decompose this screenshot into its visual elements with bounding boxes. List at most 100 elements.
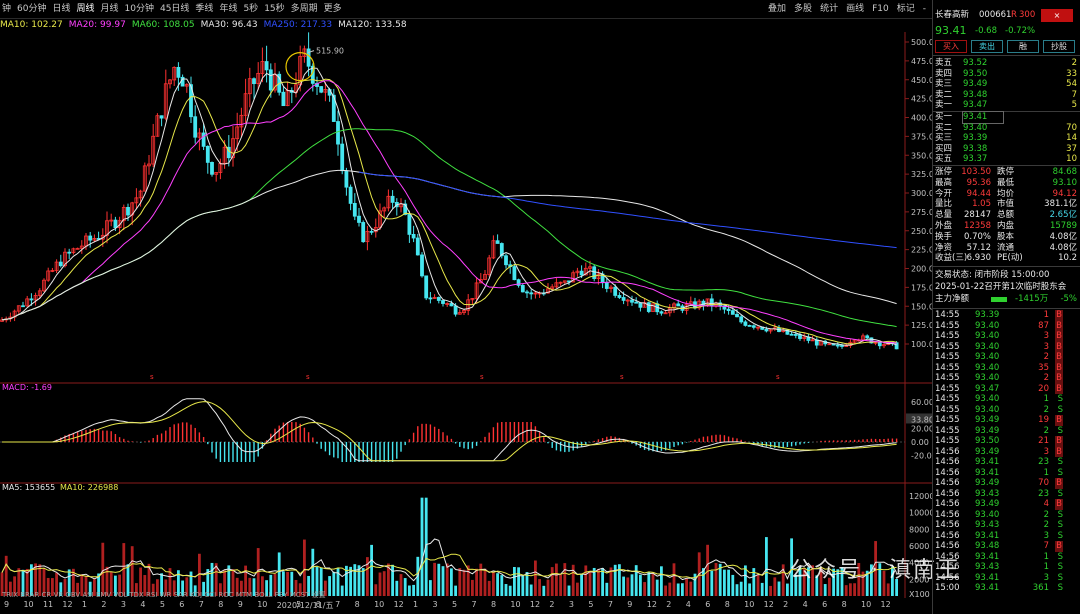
chart-tool-buttons: 叠加 多股 统计 画线 F10 标记 - — [760, 0, 926, 18]
tick-side: B — [1055, 499, 1063, 510]
macd-dif-line — [2, 398, 897, 462]
candle-body — [222, 146, 227, 164]
price-axis-label: 425.0 — [911, 95, 932, 104]
ma-legend-item: MA120: 133.58 — [338, 20, 407, 30]
volume-bar — [479, 563, 483, 596]
volume-bar — [450, 568, 453, 596]
tick-time: 14:56 — [935, 562, 960, 572]
tick-row: 14:56 93.43 2 S — [935, 520, 1079, 531]
candle-body — [613, 286, 618, 296]
tool-button[interactable]: - — [922, 4, 926, 14]
volume-bar — [685, 578, 688, 596]
trade-action-button[interactable]: 买入 — [935, 40, 967, 53]
time-axis-label: 11 — [42, 600, 54, 609]
peak-price-label: 515.90 — [316, 47, 344, 56]
volume-bar — [861, 571, 865, 596]
tick-row: 14:56 93.48 7 B — [935, 541, 1079, 552]
period-tab[interactable]: 5秒 — [243, 4, 259, 14]
candle-body — [214, 172, 219, 175]
ma-legend-item: MA60: 108.05 — [131, 20, 195, 30]
period-tab[interactable]: 季线 — [195, 4, 214, 14]
bid-label: 买五 — [935, 154, 953, 164]
period-tab[interactable]: 更多 — [323, 4, 342, 14]
stat-row: 量比 1.05 市值 381.1亿 — [935, 199, 1079, 210]
period-tab[interactable]: 年线 — [219, 4, 238, 14]
volume-bar — [731, 574, 735, 596]
time-axis-label: 9 — [4, 600, 10, 609]
period-tab[interactable]: 15秒 — [264, 4, 285, 14]
tick-side: B — [1055, 320, 1063, 331]
close-button[interactable]: × — [1041, 9, 1073, 22]
candle-body — [243, 93, 248, 116]
volume-bar — [315, 566, 319, 596]
stat-value: 10.2 — [1058, 253, 1077, 264]
trade-action-button[interactable]: 融 — [1007, 40, 1039, 53]
tool-button[interactable]: 叠加 — [768, 4, 787, 14]
volume-bar — [454, 585, 457, 596]
tick-side: B — [1055, 331, 1063, 342]
price-axis-label: 475.0 — [911, 57, 932, 66]
time-axis-label: 4 — [140, 600, 146, 609]
candle-body — [71, 248, 76, 254]
volume-bar — [395, 580, 399, 596]
ask-price: 93.47 — [963, 100, 988, 110]
stat-label: 最低 — [997, 177, 1015, 188]
time-axis-label: 5 — [588, 600, 594, 609]
volume-bar — [832, 568, 835, 596]
badge-300: 300 — [1019, 10, 1036, 20]
period-tab[interactable]: 钟 — [2, 4, 12, 14]
stat-value: 4.08亿 — [1049, 231, 1077, 242]
ask-volume: 2 — [1071, 58, 1077, 68]
period-tab[interactable]: 多周期 — [290, 4, 318, 14]
bid-volume: 37 — [1066, 143, 1077, 154]
volume-bar — [206, 569, 210, 596]
tool-button[interactable]: F10 — [872, 4, 889, 14]
candle-body — [147, 163, 151, 167]
period-tab[interactable]: 周线 — [76, 4, 95, 14]
period-tab[interactable]: 60分钟 — [17, 4, 47, 14]
period-tab[interactable]: 10分钟 — [124, 4, 154, 14]
stat-label: 收益(三) — [935, 253, 968, 264]
stat-value: 4.08亿 — [1049, 242, 1077, 253]
tool-button[interactable]: 多股 — [794, 4, 813, 14]
time-axis-label: 3 — [432, 600, 438, 609]
stat-value: 95.36 — [966, 177, 991, 188]
volume-bar — [672, 563, 676, 596]
event-marker: s — [620, 373, 624, 381]
tick-price: 93.41 — [975, 457, 1000, 467]
trade-action-button[interactable]: 抄股 — [1043, 40, 1075, 53]
trade-action-button[interactable]: 卖出 — [971, 40, 1003, 53]
price-axis-label: 400.0 — [911, 114, 932, 123]
period-tab[interactable]: 月线 — [100, 4, 119, 14]
tool-button[interactable]: 画线 — [846, 4, 865, 14]
candle-body — [0, 319, 4, 322]
tick-side: S — [1057, 404, 1063, 415]
tool-button[interactable]: 统计 — [820, 4, 839, 14]
candle-body — [499, 243, 504, 257]
tick-row: 14:56 93.41 3 S — [935, 573, 1079, 584]
watermark-text: 公众号 · 滇南王 — [790, 558, 961, 583]
volume-bar — [67, 569, 71, 596]
ma-legend-item: MA30: 96.43 — [200, 20, 258, 30]
period-tab[interactable]: 日线 — [52, 4, 71, 14]
stat-value: 12358 — [963, 221, 991, 231]
kline-chart[interactable]: 500.0 475.0 450.0 425.0 400.0 375.0 350.0 325.0… — [0, 32, 932, 598]
indicator-tabs[interactable]: TRIX BRAR CR VR OBV ASI EMV VOL-TDX RSI … — [1, 590, 326, 598]
volume-bar — [93, 579, 96, 596]
candle-body — [554, 282, 559, 288]
time-axis-label: 7 — [335, 600, 341, 609]
volume-bar — [25, 568, 29, 596]
period-tab[interactable]: 45日线 — [159, 4, 190, 14]
ask-label: 卖五 — [935, 58, 953, 68]
volume-bar — [853, 583, 856, 596]
tick-time: 14:55 — [935, 352, 960, 362]
bid-row: 买二 93.40 70 — [935, 123, 1079, 134]
candle-body — [411, 234, 416, 239]
candle-body — [369, 230, 374, 233]
tick-price: 93.48 — [975, 541, 1000, 551]
tick-time: 14:55 — [935, 425, 960, 436]
vol-axis-label: 2000 — [909, 575, 929, 584]
stat-label: 流通 — [997, 242, 1015, 253]
tool-button[interactable]: 标记 — [896, 4, 915, 14]
tick-volume: 23 — [1038, 457, 1049, 467]
